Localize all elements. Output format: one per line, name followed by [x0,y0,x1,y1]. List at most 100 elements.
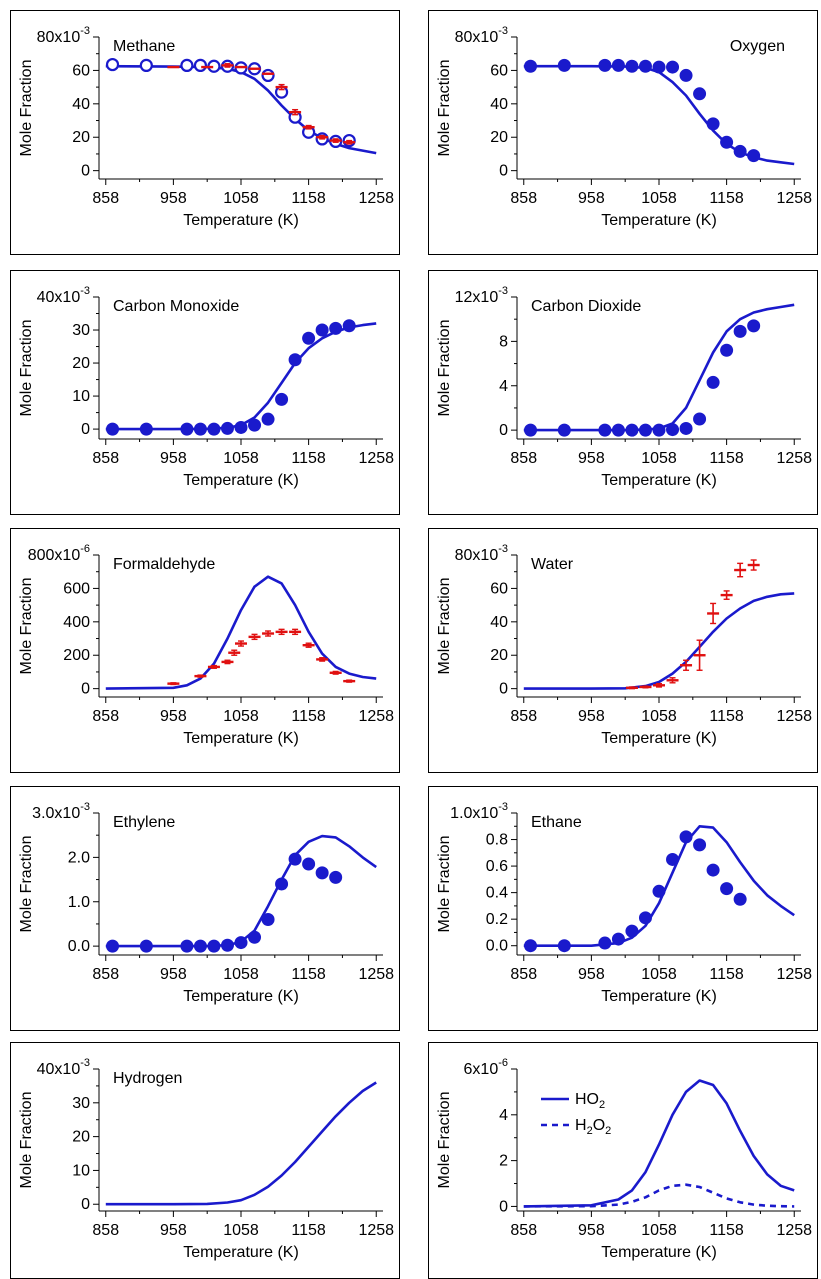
legend-label: HO2 [575,1091,605,1111]
x-tick-label: 958 [578,190,605,207]
x-tick-label: 1158 [709,450,744,467]
model-line [105,575,377,690]
model-line [523,1079,795,1208]
data-point [720,135,734,149]
data-point [234,420,248,434]
y-tick-label: 8 [499,333,508,350]
chart-panel: 858 958 1058 1158 1258 0.0 0.2 0.4 0.6 0.8 1.0x10-… [428,786,818,1031]
data-point [106,939,120,953]
y-tick-label: 10 [72,388,90,405]
exponent-power: -3 [498,285,508,297]
chart-svg: 858 958 1058 1158 1258 0 4 8 12x10-3 Temperature … [436,285,812,489]
data-point [207,422,221,436]
legend-subscript: 2 [605,1125,611,1137]
x-axis-title: Temperature (K) [601,730,717,747]
data-point [248,930,262,944]
y-exponent-label: 80x10-3 [455,543,508,564]
exponent-base: 12x10 [455,289,499,306]
y-tick-label: 0.0 [486,938,508,955]
data-point [733,324,747,338]
panel-title: Carbon Monoxide [113,298,239,315]
data-point [652,423,666,437]
panel-title: Oxygen [730,38,785,55]
x-tick-label: 1158 [709,190,744,207]
y-tick-label: 0 [499,1198,508,1215]
panel-title: Methane [113,38,175,55]
chart-svg: 858 958 1058 1158 1258 0.0 1.0 2.0 3.0x10-3 Tempe… [18,801,394,1005]
x-tick-label: 1158 [291,450,326,467]
model-line [105,322,377,431]
y-exponent-label: 3.0x10-3 [32,801,90,822]
y-tick-label: 4 [499,378,508,395]
data-point [611,423,625,437]
y-axis-title: Mole Fraction [18,60,35,157]
x-tick-label: 1158 [291,708,326,725]
x-tick-label: 958 [160,966,187,983]
data-point [706,375,720,389]
y-tick-label: 40 [72,96,90,113]
y-tick-label: 0 [499,163,508,180]
data-point [261,913,275,926]
exponent-power: -3 [80,1057,90,1069]
chart-panel: 858 958 1058 1158 1258 0 20 40 60 80x10-3 Temperat… [10,10,400,255]
legend-subscript: 2 [599,1099,605,1111]
y-tick-label: 20 [72,1129,90,1146]
data-point [180,939,194,953]
data-point [220,938,234,952]
chart-svg: 858 958 1058 1158 1258 0 10 20 30 40x10-3 Temperat… [18,285,394,489]
exponent-power: -3 [80,801,90,813]
legend-subscript: 2 [587,1125,593,1137]
x-tick-label: 1258 [776,1222,812,1239]
data-point [598,936,612,950]
y-tick-label: 2.0 [68,849,90,866]
x-tick-label: 1158 [291,966,326,983]
exponent-base: 3.0x10 [32,805,80,822]
data-point [524,59,538,73]
data-point [220,421,234,435]
data-point [706,863,720,877]
x-tick-label: 958 [578,450,605,467]
x-tick-label: 858 [510,708,537,725]
data-point [679,421,693,435]
x-axis-title: Temperature (K) [183,988,299,1005]
exponent-power: -3 [498,801,508,813]
data-point [139,939,153,953]
x-axis-title: Temperature (K) [183,472,299,489]
exponent-base: 800x10 [28,547,81,564]
model-dashed-line [523,1183,795,1208]
chart-panel: 858 958 1058 1158 1258 0 10 20 30 40x10-3 Temperat… [10,1042,400,1279]
x-tick-label: 1158 [709,708,744,725]
y-axis-title: Mole Fraction [18,578,35,675]
data-point [720,882,734,896]
chart-svg: 858 958 1058 1158 1258 0.0 0.2 0.4 0.6 0.8 1.0x10-… [436,801,812,1005]
data-point [193,58,208,73]
data-point [139,58,153,73]
y-tick-label: 20 [72,355,90,372]
panel-title: Carbon Dioxide [531,298,641,315]
model-line [523,825,795,947]
exponent-power: -3 [80,25,90,37]
data-point [638,59,652,73]
x-tick-label: 1058 [641,708,677,725]
y-axis-title: Mole Fraction [436,60,453,157]
y-axis-title: Mole Fraction [436,320,453,417]
model-line [523,592,795,690]
data-point [598,58,612,72]
exponent-power: -6 [498,1057,508,1069]
exponent-base: 80x10 [37,29,81,46]
data-point [611,58,625,72]
x-tick-label: 1158 [291,1222,326,1239]
y-tick-label: 0.0 [68,938,90,955]
data-point [315,323,329,337]
y-tick-label: 0.4 [486,885,508,902]
x-tick-label: 1158 [291,190,326,207]
x-axis-title: Temperature (K) [183,730,299,747]
y-tick-label: 0 [499,681,508,698]
data-point [733,892,747,906]
x-tick-label: 858 [510,1222,537,1239]
x-tick-label: 1158 [709,966,744,983]
data-point [679,68,693,82]
y-tick-label: 20 [490,647,508,664]
y-tick-label: 0.8 [486,832,508,849]
